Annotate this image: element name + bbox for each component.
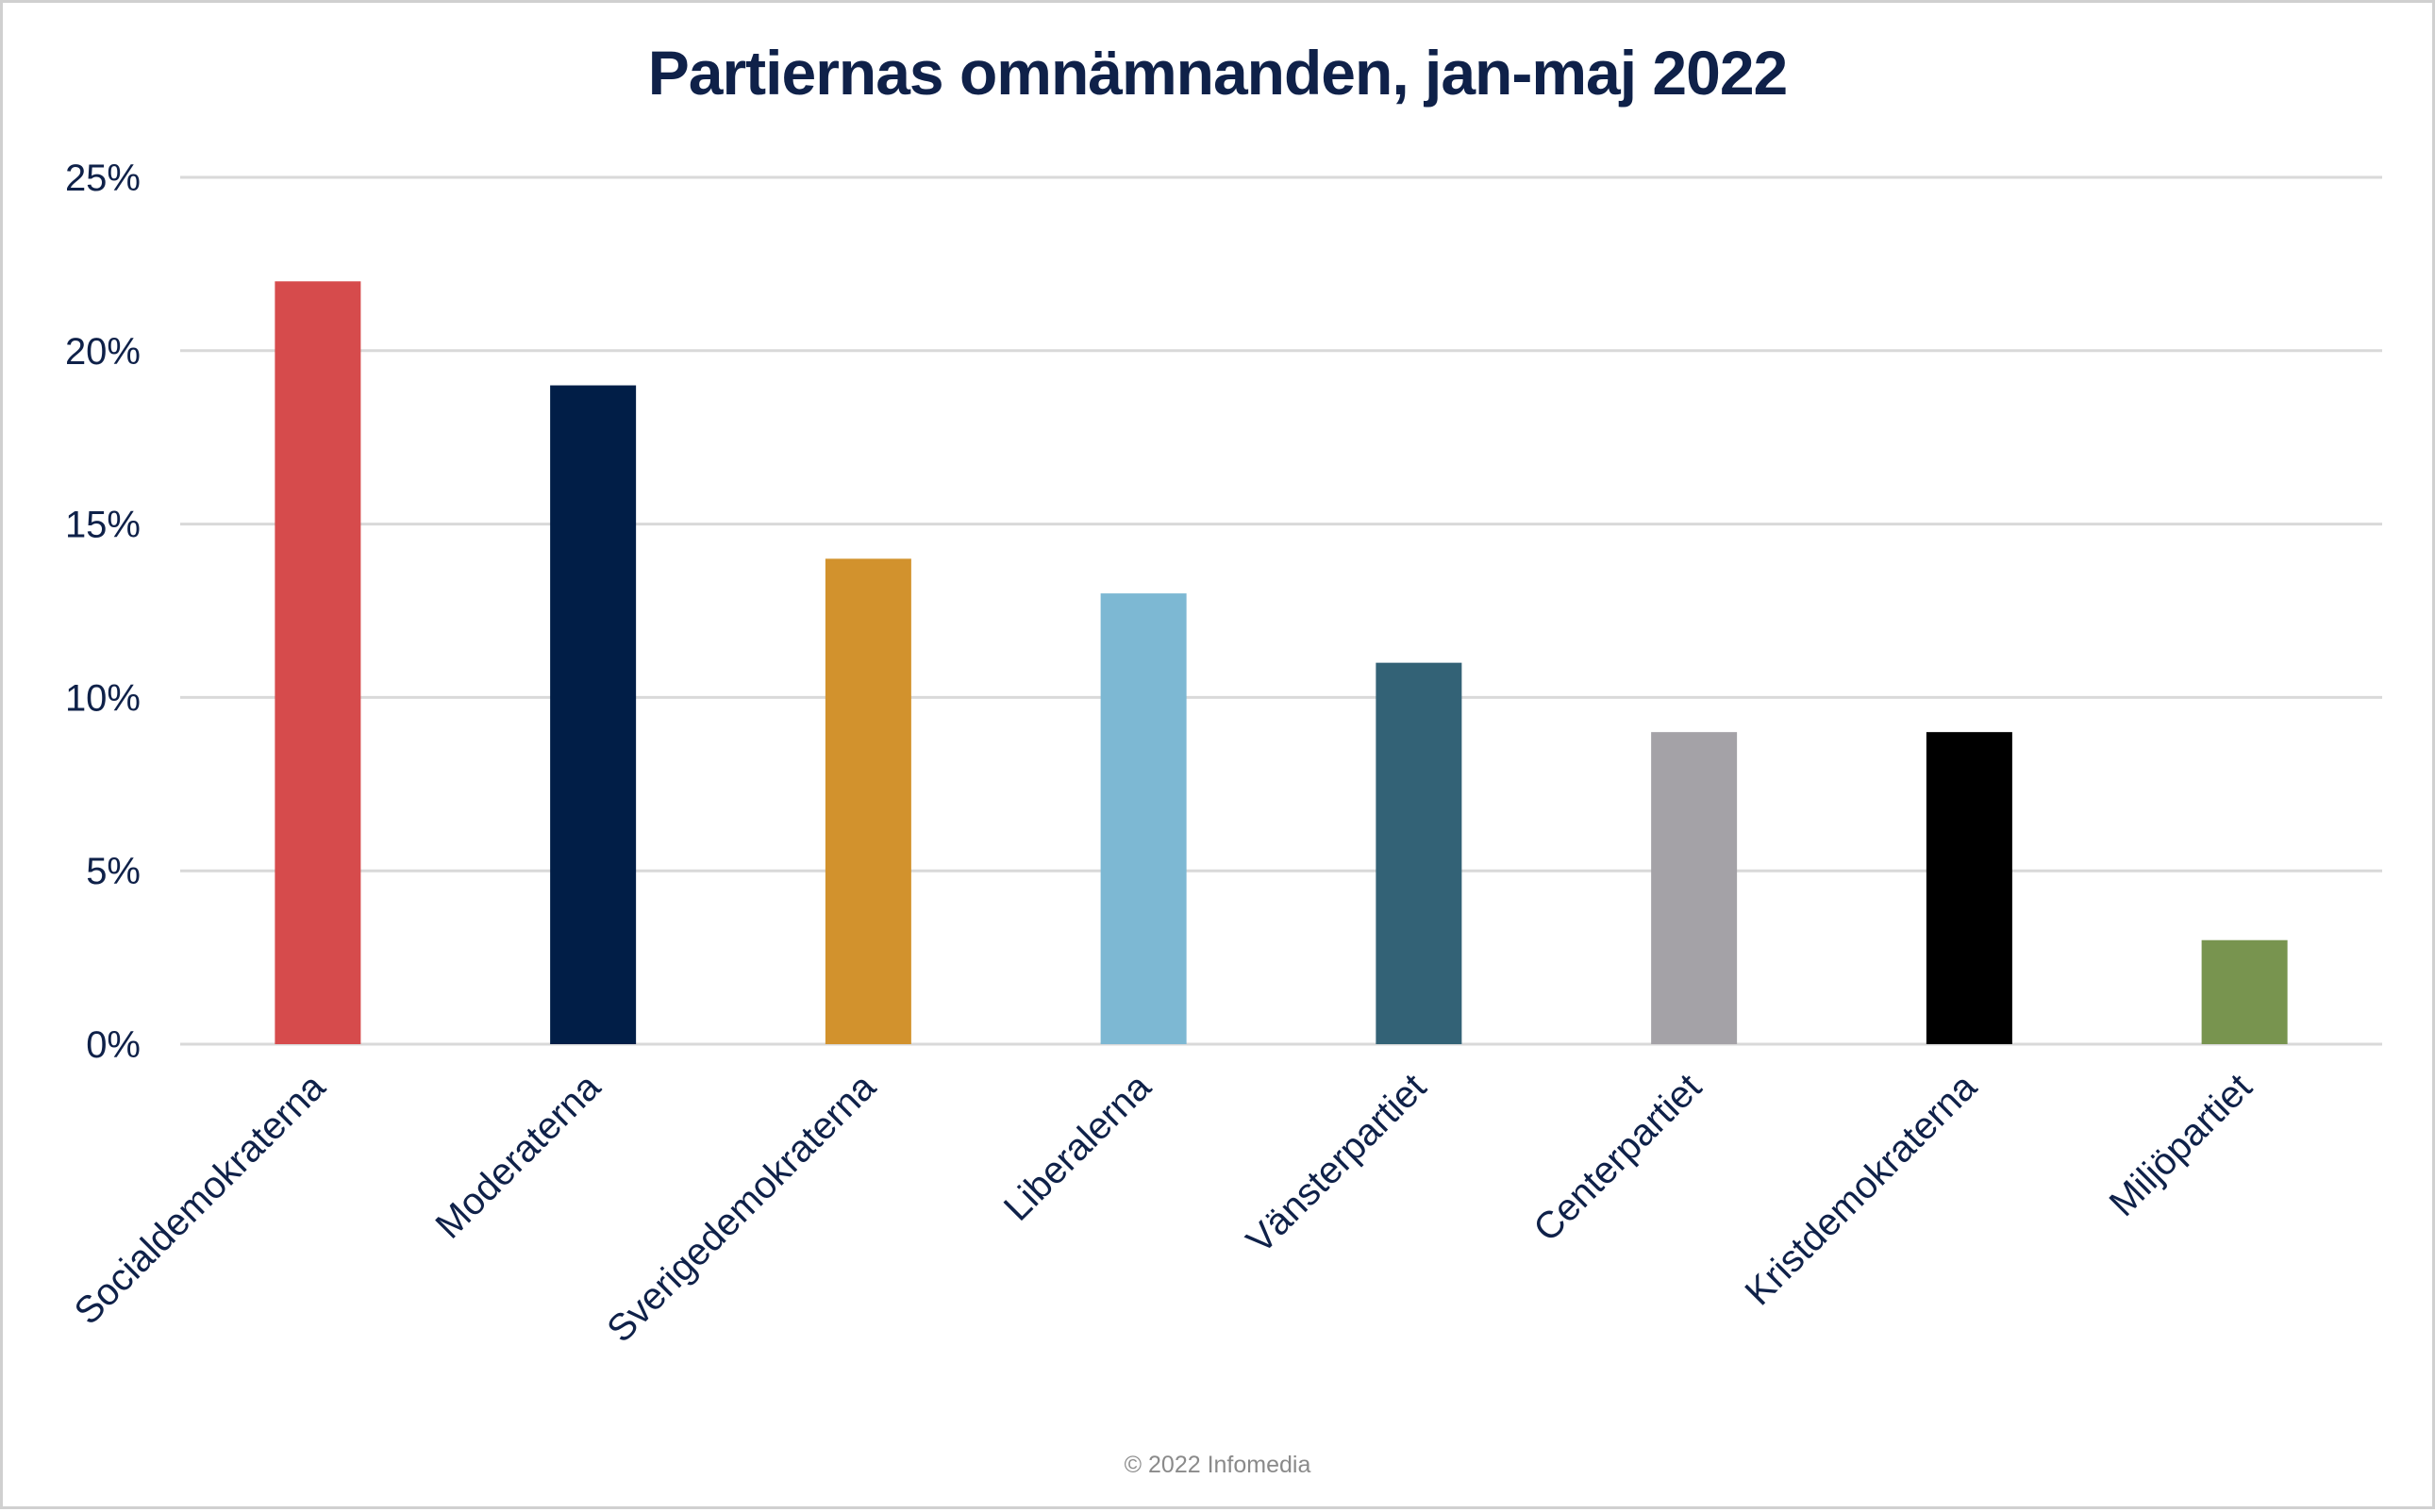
x-category-label: Liberalerna: [996, 1066, 1159, 1229]
bar: [275, 281, 361, 1044]
bar-chart: 0% 5% 10% 15% 20% 25% Socialdemokraterna Modera…: [65, 158, 2382, 1351]
x-category-label: Sverigedemokraterna: [599, 1066, 884, 1351]
x-category-label: Kristdemokraterna: [1738, 1066, 1986, 1314]
bar: [1651, 732, 1738, 1044]
x-category-label: Miljöpartiet: [2102, 1066, 2260, 1224]
bar: [2201, 939, 2288, 1044]
y-tick-label: 0%: [86, 1024, 141, 1066]
bar: [550, 385, 637, 1044]
copyright-footer: © 2022 Infomedia: [1124, 1452, 1311, 1478]
bar: [1926, 732, 2012, 1044]
x-category-label: Moderaterna: [428, 1066, 609, 1247]
y-tick-label: 25%: [65, 158, 141, 199]
x-category-label: Centerpartiet: [1526, 1066, 1710, 1250]
y-tick-label: 15%: [65, 505, 141, 546]
bar: [1376, 662, 1462, 1044]
x-category-label: Vänsterpartiet: [1239, 1066, 1434, 1261]
y-tick-label: 20%: [65, 331, 141, 373]
bar: [825, 558, 911, 1044]
y-tick-label: 10%: [65, 677, 141, 719]
y-tick-label: 5%: [86, 851, 141, 892]
bar: [1100, 593, 1187, 1044]
chart-title: Partiernas omnämnanden, jan-maj 2022: [647, 38, 1788, 108]
x-category-label: Socialdemokraterna: [67, 1066, 334, 1333]
